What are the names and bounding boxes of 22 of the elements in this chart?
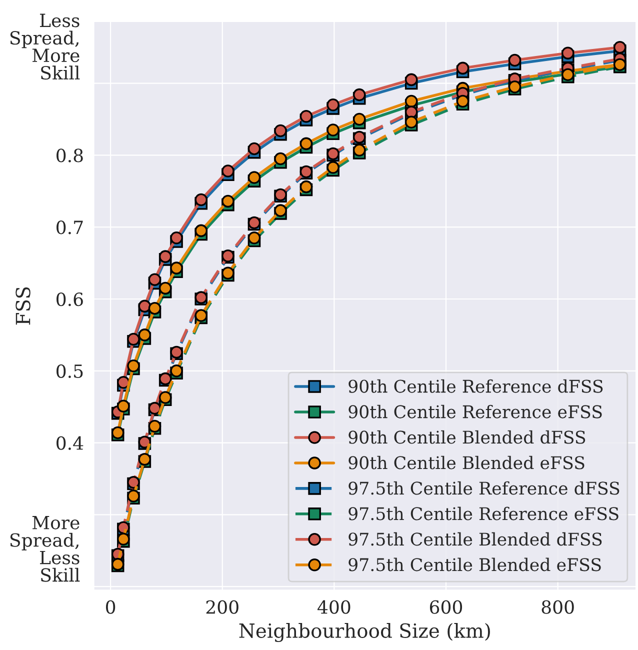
y-tick-label: 0.4	[56, 436, 84, 450]
x-tick-label: 400	[318, 600, 350, 614]
legend-label: 90th Centile Reference dFSS	[348, 379, 603, 393]
y-tick-label: 0.7	[56, 220, 83, 234]
y-tick-label: 0.5	[56, 364, 83, 378]
x-tick-label: 800	[542, 600, 574, 614]
legend-label: 97.5th Centile Reference dFSS	[348, 481, 620, 495]
legend-label: 97.5th Centile Blended dFSS	[348, 532, 602, 546]
y-tick-label: 0.8	[56, 148, 83, 162]
legend-label: 97.5th Centile Reference eFSS	[348, 506, 618, 520]
legend-label: 90th Centile Blended dFSS	[348, 430, 586, 444]
x-tick-label: 200	[206, 600, 238, 614]
x-tick-label: 0	[106, 600, 116, 614]
y-tick-label: 0.6	[56, 292, 83, 306]
legend-label: 90th Centile Blended eFSS	[348, 456, 584, 470]
text: More Spread, Less Skill	[10, 516, 80, 582]
x-axis-title: Neighbourhood Size (km)	[239, 622, 490, 642]
text: Less Spread, More Skill	[10, 14, 80, 80]
y-axis-title: FSS	[16, 287, 30, 325]
legend-label: 90th Centile Reference eFSS	[348, 404, 602, 418]
x-tick-label: 600	[430, 600, 462, 614]
legend-label: 97.5th Centile Blended eFSS	[348, 558, 601, 572]
